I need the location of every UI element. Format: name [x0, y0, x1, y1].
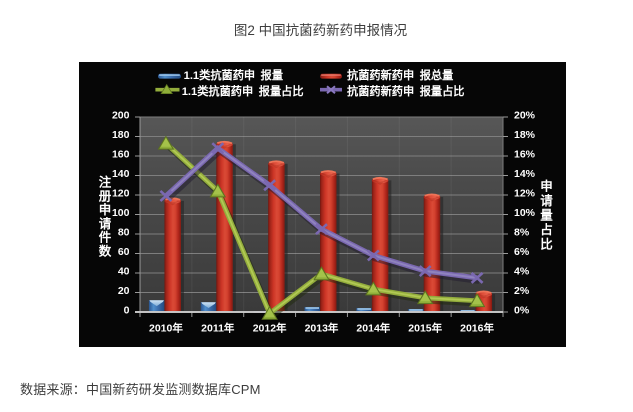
svg-text:200: 200: [112, 110, 130, 122]
svg-text:2012年: 2012年: [253, 322, 287, 335]
svg-text:80: 80: [118, 227, 130, 239]
svg-text:抗菌药新药申 报量占比: 抗菌药新药申 报量占比: [347, 84, 464, 98]
svg-text:申: 申: [99, 202, 112, 217]
svg-text:比: 比: [540, 237, 553, 252]
svg-text:140: 140: [112, 168, 130, 180]
svg-text:14%: 14%: [514, 168, 536, 180]
svg-text:160: 160: [112, 149, 130, 161]
svg-text:6%: 6%: [514, 246, 530, 258]
svg-text:18%: 18%: [514, 129, 536, 141]
svg-text:请: 请: [540, 193, 553, 208]
svg-text:占: 占: [540, 222, 553, 237]
svg-text:0: 0: [124, 305, 130, 317]
svg-text:0%: 0%: [514, 305, 530, 317]
svg-text:20%: 20%: [514, 110, 536, 122]
svg-text:2011年: 2011年: [201, 322, 235, 335]
svg-text:4%: 4%: [514, 266, 530, 278]
svg-text:8%: 8%: [514, 227, 530, 239]
svg-text:10%: 10%: [514, 207, 536, 219]
svg-text:2016年: 2016年: [460, 322, 494, 335]
svg-text:100: 100: [112, 207, 130, 219]
svg-text:注: 注: [99, 175, 112, 190]
svg-text:16%: 16%: [514, 149, 536, 161]
svg-text:量: 量: [540, 209, 553, 223]
svg-text:数: 数: [98, 244, 112, 259]
svg-text:2010年: 2010年: [149, 322, 183, 335]
svg-text:180: 180: [112, 129, 130, 141]
svg-text:1.1类抗菌药申 报量: 1.1类抗菌药申 报量: [184, 68, 283, 82]
svg-text:请: 请: [99, 216, 112, 231]
svg-text:2013年: 2013年: [305, 322, 339, 335]
svg-text:12%: 12%: [514, 188, 536, 200]
svg-text:2015年: 2015年: [408, 322, 442, 335]
svg-text:60: 60: [118, 246, 130, 258]
svg-text:2%: 2%: [514, 285, 530, 297]
svg-text:40: 40: [118, 266, 130, 278]
svg-text:抗菌药新药申 报总量: 抗菌药新药申 报总量: [347, 68, 453, 82]
svg-text:册: 册: [99, 189, 112, 203]
svg-text:申: 申: [540, 178, 553, 193]
svg-text:2014年: 2014年: [356, 322, 390, 335]
svg-text:1.1类抗菌药申 报量占比: 1.1类抗菌药申 报量占比: [182, 84, 304, 98]
svg-text:件: 件: [99, 230, 112, 245]
svg-text:20: 20: [118, 285, 130, 297]
svg-text:120: 120: [112, 188, 130, 200]
